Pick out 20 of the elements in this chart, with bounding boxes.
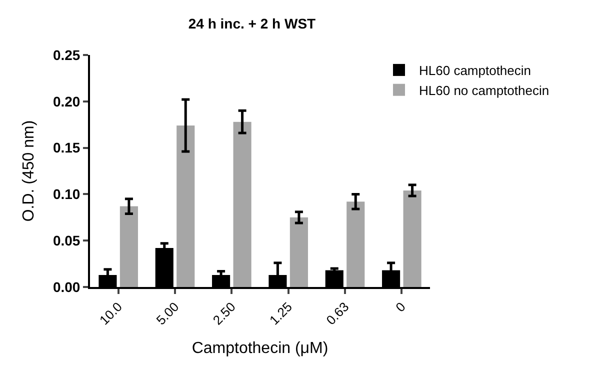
legend-label: HL60 camptothecin: [419, 63, 532, 78]
x-tick-label: 5.00: [153, 299, 182, 328]
y-axis-title: O.D. (450 nm): [20, 120, 38, 222]
legend-label: HL60 no camptothecin: [419, 82, 550, 98]
bar: [176, 126, 195, 287]
x-tick-label: 0: [392, 299, 408, 315]
y-tick-label: 0.00: [52, 278, 80, 295]
bar: [120, 206, 138, 287]
y-tick-label: 0.05: [52, 232, 80, 248]
bar: [403, 190, 422, 287]
bar: [346, 202, 365, 287]
x-tick-label: 0.63: [323, 299, 352, 328]
y-tick-label: 0.10: [52, 186, 80, 202]
bar: [290, 217, 308, 287]
chart-title: 24 h inc. + 2 h WST: [188, 15, 316, 32]
y-tick-label: 0.20: [52, 93, 80, 110]
y-tick-label: 0.25: [52, 46, 80, 63]
y-tick-label: 0.15: [52, 140, 80, 156]
x-axis-title: Camptothecin (μM): [192, 340, 328, 357]
bar: [233, 122, 252, 287]
